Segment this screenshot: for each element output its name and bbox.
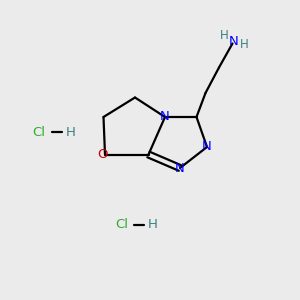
Text: H: H [148, 218, 158, 232]
Text: H: H [66, 125, 75, 139]
Text: N: N [160, 110, 170, 124]
Text: N: N [175, 161, 185, 175]
Text: N: N [229, 34, 239, 48]
Text: H: H [220, 28, 229, 42]
Text: O: O [97, 148, 108, 161]
Text: Cl: Cl [115, 218, 128, 232]
Text: H: H [239, 38, 248, 52]
Text: Cl: Cl [32, 125, 46, 139]
Text: N: N [202, 140, 212, 154]
